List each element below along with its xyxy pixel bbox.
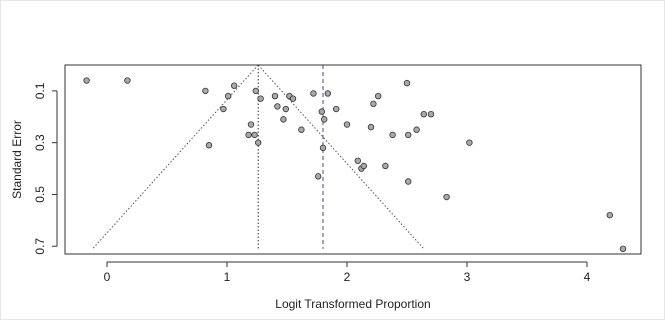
data-point (318, 108, 325, 115)
data-point (280, 116, 287, 123)
reference-lines-layer (257, 65, 324, 249)
data-point (282, 105, 289, 113)
data-point (466, 139, 473, 146)
x-tick-label: 3 (464, 270, 471, 284)
y-tick-label: 0.7 (33, 238, 47, 255)
data-point (274, 103, 281, 110)
data-point (382, 162, 389, 170)
x-tick-label: 0 (104, 270, 111, 284)
data-point (333, 105, 340, 113)
data-point (247, 121, 255, 128)
data-point (252, 87, 259, 95)
data-point (224, 92, 232, 100)
data-point (319, 144, 327, 152)
data-point (251, 131, 258, 139)
y-axis-title: Standard Error (10, 120, 24, 199)
x-tick-label: 1 (224, 270, 231, 284)
data-point (83, 77, 90, 84)
data-point (321, 116, 328, 123)
data-point (606, 211, 613, 219)
x-tick-label: 2 (344, 270, 351, 284)
data-point (255, 139, 262, 146)
data-point (443, 193, 450, 201)
data-point (619, 245, 627, 253)
data-point (427, 110, 435, 118)
data-point (375, 92, 382, 100)
data-point (230, 82, 238, 89)
data-point (310, 90, 317, 97)
points-layer (83, 77, 627, 253)
data-point (413, 126, 420, 133)
funnel-layer (92, 64, 425, 250)
data-point (389, 131, 396, 139)
data-point (354, 157, 361, 164)
data-point (420, 110, 427, 118)
x-tick-label: 4 (584, 270, 591, 284)
axes-layer: 0 1 2 3 4 0.1 0.3 0.5 0.7 (33, 82, 591, 284)
funnel-left-line (92, 64, 259, 250)
data-point (405, 178, 412, 185)
data-point (360, 162, 367, 170)
data-point (220, 105, 227, 113)
funnel-right-line (257, 64, 425, 250)
y-tick-label: 0.5 (33, 186, 47, 203)
data-point (257, 95, 264, 102)
data-point (405, 131, 412, 139)
data-point (124, 77, 131, 84)
data-point (271, 92, 279, 100)
data-point (298, 126, 305, 133)
data-point (403, 79, 411, 87)
data-point (202, 87, 209, 95)
data-point (367, 123, 375, 131)
data-point (315, 173, 322, 180)
plot-frame (64, 64, 642, 255)
x-axis-title: Logit Transformed Proportion (275, 297, 430, 311)
data-point (289, 95, 297, 102)
data-point (245, 131, 252, 139)
data-point (205, 142, 213, 149)
y-tick-label: 0.3 (33, 134, 47, 151)
data-point (343, 121, 351, 128)
y-tick-label: 0.1 (33, 82, 47, 99)
data-point (324, 90, 331, 97)
data-point (370, 100, 377, 108)
